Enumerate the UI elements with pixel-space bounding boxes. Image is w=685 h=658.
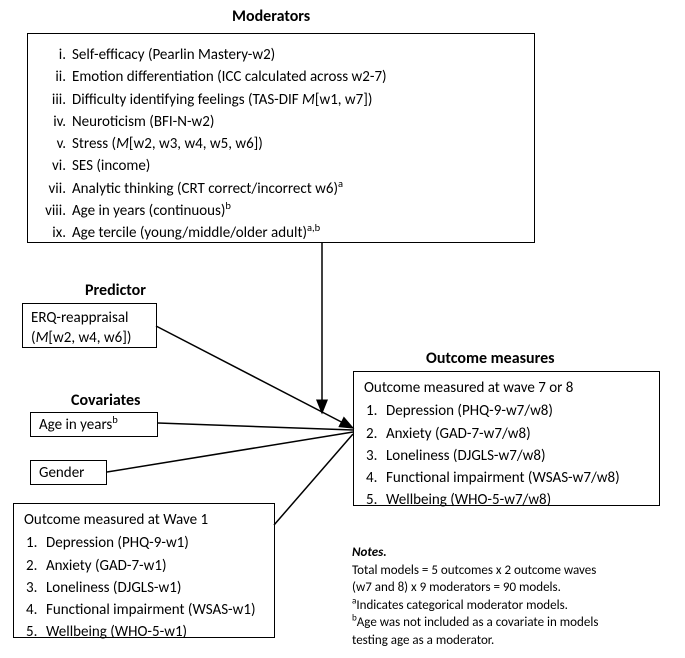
notes-line3: aIndicates categorical moderator models. <box>352 597 657 615</box>
covariate-gender-label: Gender <box>39 464 84 482</box>
outcome-measures-heading: Outcome measures <box>426 349 555 368</box>
outcome-measures-list: Depression (PHQ-9-w7/w8)Anxiety (GAD-7-w… <box>364 400 649 511</box>
notes-line3-text: Indicates categorical moderator models. <box>356 598 568 613</box>
list-item: Anxiety (GAD-7-w1) <box>46 555 264 577</box>
outcome-wave1-box: Outcome measured at Wave 1 Depression (P… <box>13 503 275 638</box>
moderators-item: Difficulty identifying feelings (TAS-DIF… <box>72 89 524 111</box>
predictor-line1: ERQ-reappraisal <box>31 308 148 328</box>
moderators-item: Emotion differentiation (ICC calculated … <box>72 66 524 88</box>
list-item: Functional impairment (WSAS-w1) <box>46 599 264 621</box>
list-item: Depression (PHQ-9-w7/w8) <box>386 400 649 422</box>
covariate-gender-box: Gender <box>30 460 107 485</box>
list-item: Functional impairment (WSAS-w7/w8) <box>386 467 649 489</box>
predictor-box: ERQ-reappraisal (M[w2, w4, w6]) <box>22 303 157 348</box>
outcome-wave1-title: Outcome measured at Wave 1 <box>24 510 264 530</box>
list-item: Depression (PHQ-9-w1) <box>46 532 264 554</box>
predictor-suffix: [w2, w4, w6]) <box>48 329 131 347</box>
moderators-list: Self-efficacy (Pearlin Mastery-w2)Emotio… <box>38 44 524 244</box>
moderators-item: Analytic thinking (CRT correct/incorrect… <box>72 178 524 200</box>
moderators-item: Age in years (continuous)b <box>72 200 524 222</box>
predictor-heading: Predictor <box>85 281 146 300</box>
moderators-item: Self-efficacy (Pearlin Mastery-w2) <box>72 44 524 66</box>
list-item: Anxiety (GAD-7-w7/w8) <box>386 423 649 445</box>
moderators-item: Stress (M[w2, w3, w4, w5, w6]) <box>72 133 524 155</box>
list-item: Loneliness (DJGLS-w1) <box>46 577 264 599</box>
moderators-item: Age tercile (young/middle/older adult)a,… <box>72 222 524 244</box>
covariate-age-box: Age in yearsb <box>30 412 158 437</box>
notes-line5: testing age as a moderator. <box>352 632 657 650</box>
outcome-measures-title: Outcome measured at wave 7 or 8 <box>364 378 649 398</box>
covariate-age-label: Age in years <box>39 416 112 434</box>
moderators-box: Self-efficacy (Pearlin Mastery-w2)Emotio… <box>27 33 535 243</box>
notes-line4-text: Age was not included as a covariate in m… <box>357 615 599 630</box>
notes-title: Notes. <box>352 544 657 562</box>
covariates-heading: Covariates <box>71 391 140 410</box>
notes-line2: (w7 and 8) x 9 moderators = 90 models. <box>352 579 657 597</box>
moderators-item: Neuroticism (BFI-N-w2) <box>72 111 524 133</box>
covariate-age-sup: b <box>112 413 118 426</box>
predictor-line2: (M[w2, w4, w6]) <box>31 328 148 348</box>
notes-line4: bAge was not included as a covariate in … <box>352 614 657 632</box>
notes-line1: Total models = 5 outcomes x 2 outcome wa… <box>352 562 657 580</box>
predictor-ital: M <box>36 329 49 347</box>
outcome-measures-box: Outcome measured at wave 7 or 8 Depressi… <box>353 371 660 506</box>
list-item: Wellbeing (WHO-5-w7/w8) <box>386 489 649 511</box>
moderators-item: SES (income) <box>72 155 524 177</box>
moderators-heading: Moderators <box>232 7 310 26</box>
notes-block: Notes. Total models = 5 outcomes x 2 out… <box>352 544 657 649</box>
list-item: Loneliness (DJGLS-w7/w8) <box>386 445 649 467</box>
outcome-wave1-list: Depression (PHQ-9-w1)Anxiety (GAD-7-w1)L… <box>24 532 264 643</box>
list-item: Wellbeing (WHO-5-w1) <box>46 621 264 643</box>
